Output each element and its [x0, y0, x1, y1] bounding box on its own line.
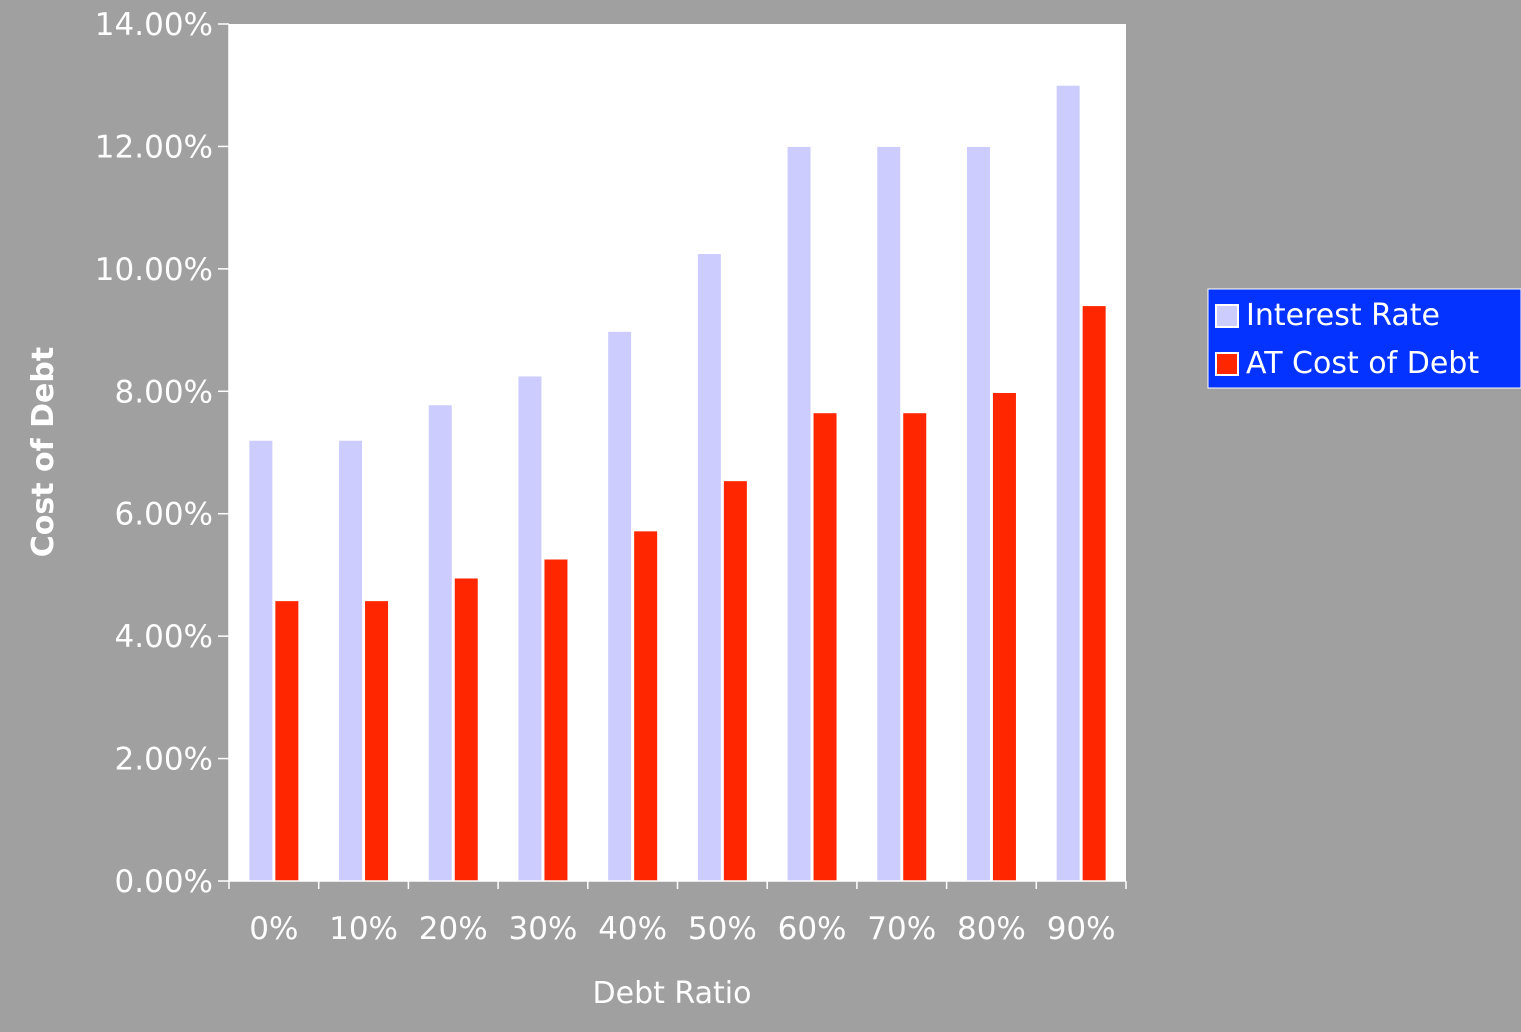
bar-at-cost-of-debt-80pct [991, 392, 1017, 882]
y-ticks-group: 0.00% 2.00% 4.00% 6.00% 8.00% 10.00% 12.00% 14.… [95, 7, 229, 900]
bar-interest-rate-30pct [517, 375, 543, 882]
y-tick-label: 12.00% [95, 129, 213, 165]
x-tick-label: 50% [688, 911, 757, 947]
x-tick-label: 10% [329, 911, 398, 947]
bar-at-cost-of-debt-30pct [543, 558, 569, 882]
x-tick-label: 40% [598, 911, 667, 947]
bar-at-cost-of-debt-20pct [453, 577, 479, 882]
bar-interest-rate-80pct [965, 145, 991, 882]
plot-area [229, 24, 1126, 881]
x-ticks-group: 0% 10% 20% 30% 40% 50% 60% 70% 80% 90% [228, 881, 1127, 947]
bar-at-cost-of-debt-50pct [722, 480, 748, 882]
bar-interest-rate-20pct [427, 404, 453, 882]
x-tick-label: 0% [249, 911, 298, 947]
bar-at-cost-of-debt-0pct [274, 600, 300, 882]
y-tick-label: 14.00% [95, 7, 213, 43]
bar-interest-rate-50pct [696, 253, 722, 882]
y-axis-title: Cost of Debt [26, 347, 61, 557]
x-tick-label: 80% [957, 911, 1026, 947]
legend-swatch-at-cost-of-debt [1215, 352, 1239, 376]
x-tick-label: 70% [867, 911, 936, 947]
bar-at-cost-of-debt-10pct [364, 600, 390, 882]
y-tick-label: 4.00% [115, 619, 213, 655]
legend: Interest Rate AT Cost of Debt [1207, 288, 1521, 389]
y-tick-label: 10.00% [95, 252, 213, 288]
x-tick-label: 60% [778, 911, 847, 947]
bar-interest-rate-40pct [607, 330, 633, 882]
x-axis-title: Debt Ratio [593, 976, 752, 1011]
bar-interest-rate-0pct [248, 439, 274, 882]
bar-interest-rate-70pct [876, 145, 902, 882]
bar-interest-rate-90pct [1055, 84, 1081, 882]
bar-interest-rate-10pct [338, 439, 364, 882]
bar-at-cost-of-debt-70pct [902, 412, 928, 882]
bar-at-cost-of-debt-90pct [1081, 305, 1107, 882]
y-tick-label: 2.00% [115, 742, 213, 778]
legend-box [1207, 288, 1521, 389]
y-tick-label: 0.00% [115, 864, 213, 900]
bar-at-cost-of-debt-60pct [812, 412, 838, 882]
legend-label-interest-rate: Interest Rate [1246, 298, 1440, 333]
x-tick-label: 30% [508, 911, 577, 947]
y-tick-label: 6.00% [115, 497, 213, 533]
x-tick-label: 90% [1047, 911, 1116, 947]
legend-swatch-interest-rate [1215, 304, 1239, 328]
x-tick-label: 20% [419, 911, 488, 947]
bar-at-cost-of-debt-40pct [633, 530, 659, 882]
legend-label-at-cost-of-debt: AT Cost of Debt [1246, 346, 1479, 381]
bar-interest-rate-60pct [786, 145, 812, 882]
y-tick-label: 8.00% [115, 374, 213, 410]
bars-group [248, 84, 1107, 882]
